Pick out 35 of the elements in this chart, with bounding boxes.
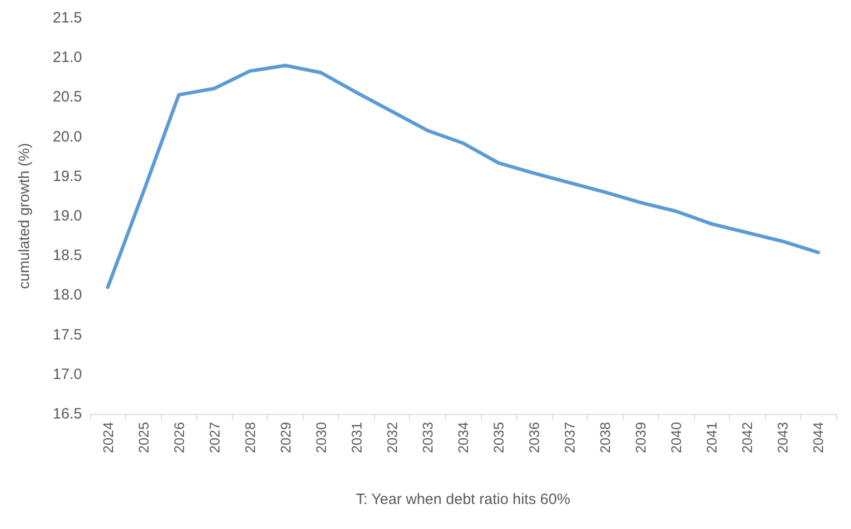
x-tick-label: 2024 [100,422,116,454]
y-tick-label: 20.0 [52,128,82,146]
x-tick-label: 2041 [704,422,720,454]
y-tick-label: 20.5 [52,88,82,106]
y-tick-label: 17.5 [52,326,82,344]
x-tick-label: 2038 [597,422,614,454]
y-tick-label: 16.5 [52,406,82,422]
x-tick-label: 2039 [632,422,649,454]
y-tick-label: 19.0 [52,208,82,224]
x-tick-label: 2026 [170,422,187,454]
x-tick-label: 2031 [348,422,364,454]
x-tick-label: 2036 [526,422,542,454]
y-tick-label: 19.5 [52,168,82,185]
x-tick-label: 2033 [419,422,436,454]
x-tick-label: 2044 [810,422,826,454]
x-tick-label: 2042 [739,422,756,454]
x-tick-label: 2035 [490,422,507,454]
x-tick-label: 2027 [206,422,222,454]
x-tick-label: 2030 [312,422,329,454]
x-tick-label: 2025 [135,422,152,454]
line-series [106,64,820,290]
y-tick-label: 21.5 [52,10,82,26]
x-tick-label: 2028 [242,422,258,454]
x-tick-label: 2037 [562,422,578,454]
y-tick-label: 17.0 [52,366,82,383]
x-tick-label: 2040 [668,422,684,454]
x-tick-label: 2043 [774,422,791,454]
y-tick-label: 18.5 [52,247,82,264]
y-tick-label: 18.0 [52,286,82,304]
x-tick-label: 2034 [455,422,471,454]
x-tick-label: 2032 [384,422,400,454]
x-axis-title: T: Year when debt ratio hits 60% [356,491,570,508]
y-axis-title: cumulated growth (%) [16,143,33,289]
x-tick-label: 2029 [277,422,294,454]
y-tick-label: 21.0 [52,49,82,66]
